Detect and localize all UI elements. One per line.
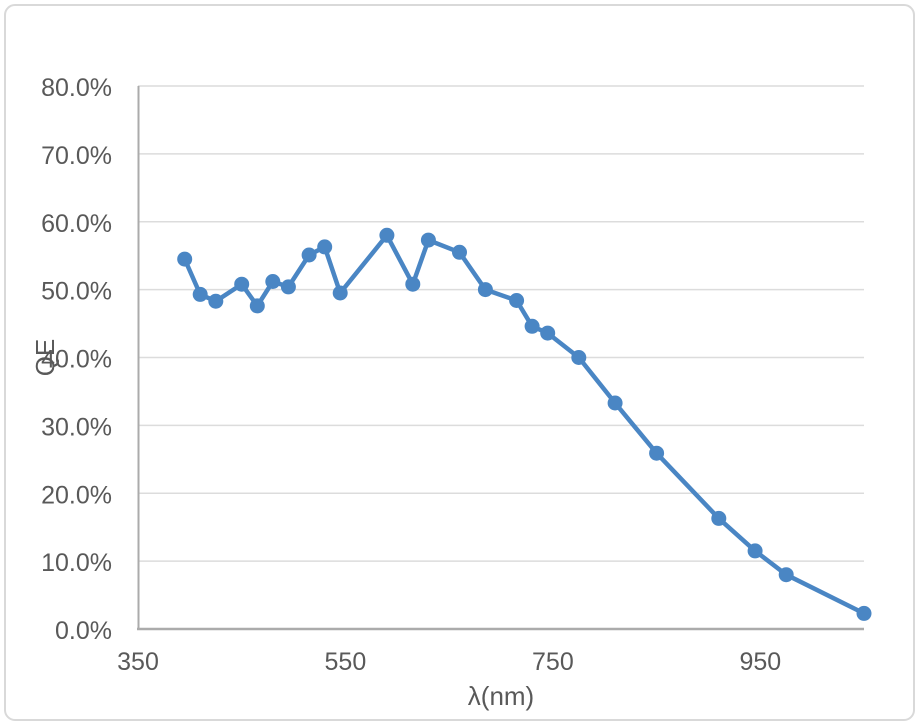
data-point-marker (649, 445, 665, 461)
data-point-marker (477, 282, 493, 298)
data-point-marker (711, 510, 727, 526)
data-point-marker (208, 293, 224, 309)
y-tick-label: 10.0% (41, 549, 112, 577)
data-point-marker (607, 395, 623, 411)
data-point-marker (249, 298, 265, 314)
data-point-marker (234, 276, 250, 292)
y-tick-label: 70.0% (41, 142, 112, 170)
x-tick-label: 950 (739, 648, 781, 676)
y-tick-label: 0.0% (55, 617, 112, 645)
data-point-marker (540, 325, 556, 341)
x-tick-label: 750 (532, 648, 574, 676)
y-tick-label: 30.0% (41, 413, 112, 441)
data-point-marker (332, 285, 348, 301)
y-tick-label: 60.0% (41, 210, 112, 238)
data-point-marker (301, 247, 317, 263)
y-tick-label: 20.0% (41, 481, 112, 509)
data-point-marker (177, 251, 193, 267)
x-tick-label: 350 (117, 648, 159, 676)
data-point-marker (524, 318, 540, 334)
y-tick-label: 40.0% (41, 346, 112, 374)
data-point-marker (571, 350, 587, 365)
data-point-marker (280, 279, 296, 295)
data-point-marker (405, 276, 421, 292)
data-point-marker (192, 286, 208, 302)
data-point-marker (747, 543, 763, 559)
y-tick-label: 50.0% (41, 278, 112, 306)
data-point-marker (317, 239, 333, 255)
x-axis-title: λ(nm) (468, 681, 534, 711)
data-point-marker (452, 244, 467, 260)
data-point-marker (420, 232, 436, 248)
data-point-marker (856, 605, 872, 621)
x-tick-label: 550 (325, 648, 367, 676)
data-point-marker (379, 227, 395, 243)
data-point-marker (509, 293, 525, 308)
y-axis-title: QE (30, 339, 60, 377)
chart-border (4, 4, 915, 721)
data-point-marker (265, 274, 281, 289)
y-tick-label: 80.0% (41, 74, 112, 102)
data-point-marker (778, 567, 794, 583)
